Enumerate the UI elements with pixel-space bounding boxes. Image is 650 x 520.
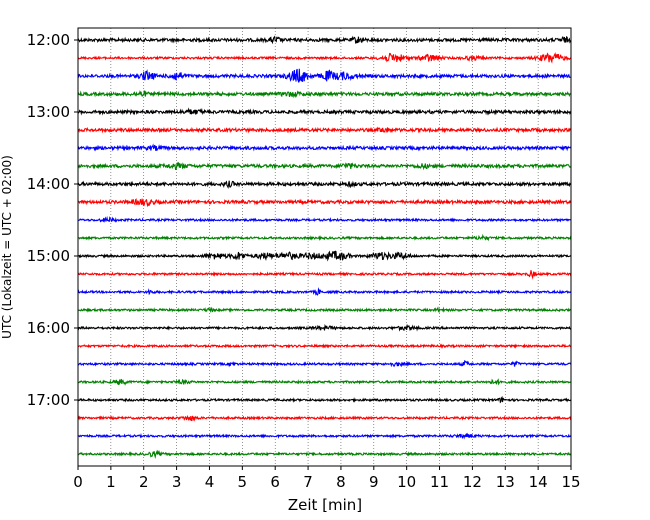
x-tick-label-13: 13 <box>496 473 515 491</box>
trace-1230 <box>77 68 572 83</box>
x-axis-label: Zeit [min] <box>288 496 362 514</box>
y-tick-label-1400: 14:00 <box>27 175 70 193</box>
x-tick-label-3: 3 <box>172 473 182 491</box>
x-tick-label-12: 12 <box>463 473 482 491</box>
trace-1215 <box>77 52 572 64</box>
x-tick-label-8: 8 <box>336 473 346 491</box>
trace-1315 <box>77 126 572 134</box>
trace-1400 <box>77 180 572 189</box>
trace-1345 <box>77 161 572 171</box>
trace-1600 <box>77 323 572 332</box>
x-tick-label-4: 4 <box>205 473 215 491</box>
trace-1500 <box>77 250 572 262</box>
trace-1530 <box>77 287 572 296</box>
trace-1545 <box>77 306 572 314</box>
trace-1515 <box>77 270 572 280</box>
y-tick-label-1500: 15:00 <box>27 247 70 265</box>
y-axis-label: UTC (Lokalzeit = UTC + 02:00) <box>0 155 14 339</box>
trace-1300 <box>77 107 572 116</box>
y-tick-label-1300: 13:00 <box>27 103 70 121</box>
x-tick-label-11: 11 <box>430 473 449 491</box>
trace-1630 <box>77 359 572 368</box>
grid-lines <box>110 28 539 466</box>
trace-1700 <box>77 395 572 404</box>
y-tick-label-1200: 12:00 <box>27 31 70 49</box>
trace-group <box>77 35 572 460</box>
y-tick-label-1600: 16:00 <box>27 319 70 337</box>
trace-1745 <box>77 449 572 460</box>
x-tick-label-9: 9 <box>369 473 379 491</box>
x-tick-label-15: 15 <box>561 473 580 491</box>
trace-1245 <box>77 89 572 99</box>
x-tick-label-5: 5 <box>238 473 248 491</box>
trace-1615 <box>77 343 572 349</box>
trace-1330 <box>77 143 572 152</box>
plot-frame <box>77 27 572 467</box>
trace-1730 <box>77 432 572 440</box>
trace-1645 <box>77 378 572 386</box>
x-tick-label-6: 6 <box>270 473 280 491</box>
x-tick-label-2: 2 <box>139 473 149 491</box>
trace-1430 <box>77 215 572 223</box>
x-tick-label-14: 14 <box>529 473 548 491</box>
trace-1200 <box>77 35 572 45</box>
trace-1715 <box>77 414 572 422</box>
x-tick-label-10: 10 <box>397 473 416 491</box>
trace-1415 <box>77 198 572 208</box>
x-tick-label-0: 0 <box>73 473 83 491</box>
trace-1445 <box>77 233 572 242</box>
x-axis-ticks: 0 1 2 3 4 5 6 7 8 9 10 11 12 13 14 15 <box>73 466 581 491</box>
y-tick-label-1700: 17:00 <box>27 391 70 409</box>
x-tick-label-7: 7 <box>303 473 313 491</box>
y-axis-ticks: 12:00 13:00 14:00 15:00 16:00 17:00 <box>27 31 78 409</box>
x-tick-label-1: 1 <box>106 473 116 491</box>
